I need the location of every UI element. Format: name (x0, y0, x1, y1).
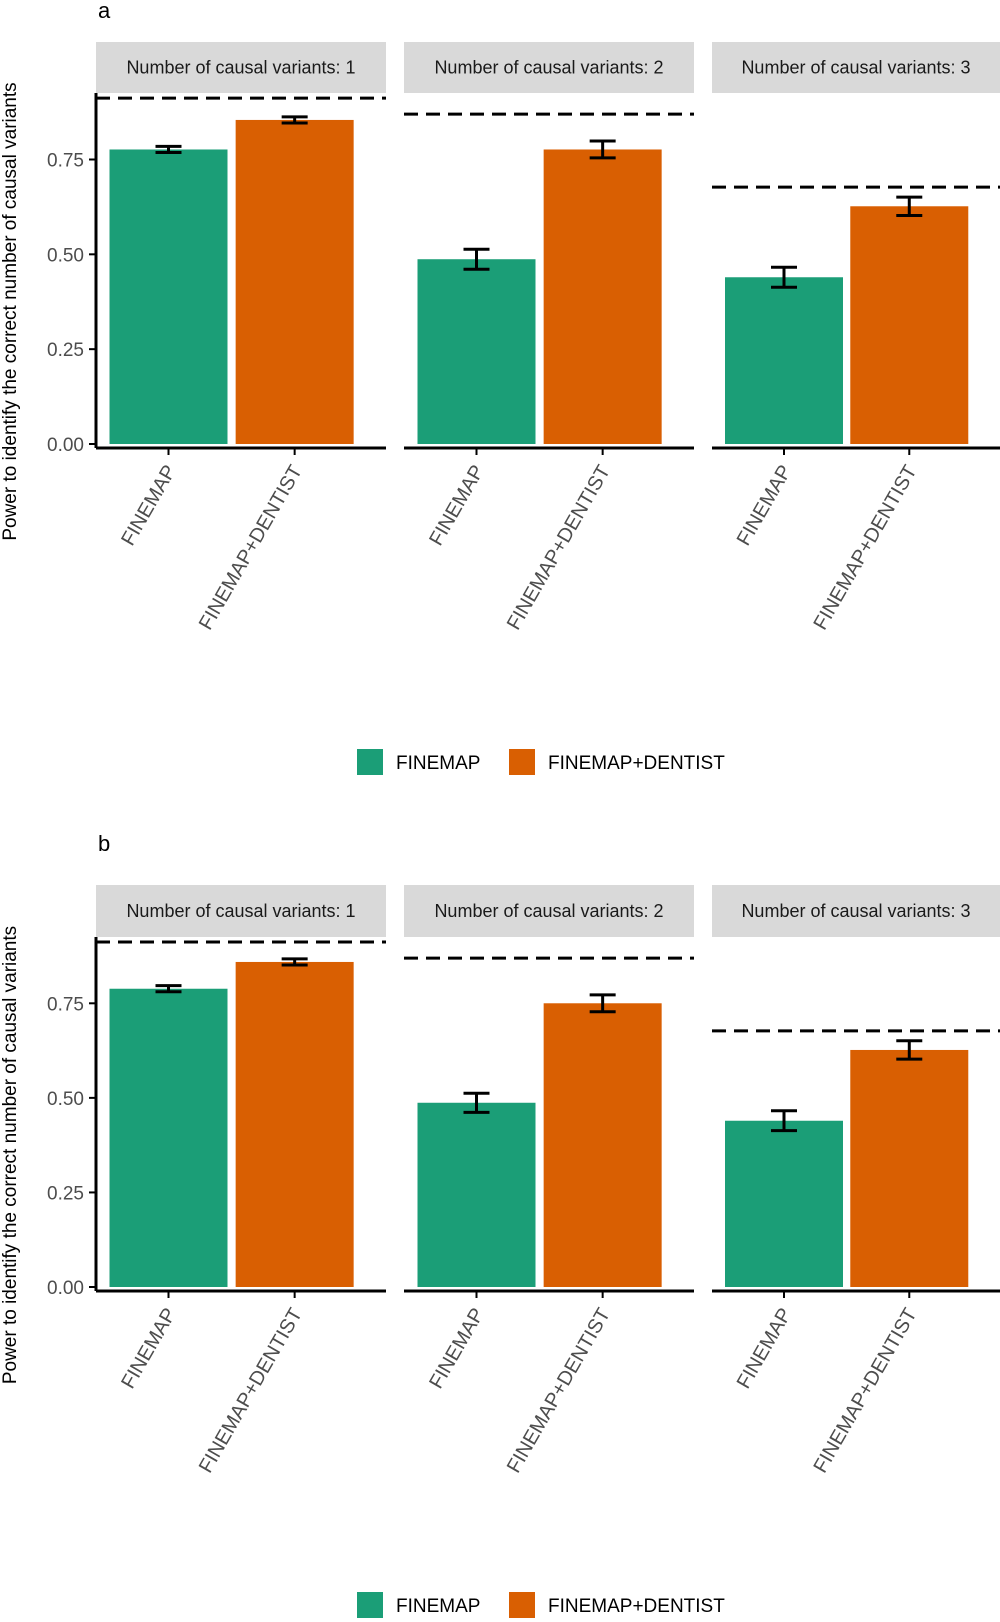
y-tick-label: 0.75 (47, 994, 84, 1015)
facet-strip (712, 42, 1000, 93)
facet-strip (712, 885, 1000, 937)
bar-finemap (417, 1102, 536, 1287)
x-tick-label: FINEMAP (733, 1305, 797, 1393)
bar-finemap-dentist (850, 206, 969, 444)
error-bar (896, 1039, 923, 1061)
facet-2: Number of causal variants: 2 FINEMAP FINEM… (404, 42, 694, 634)
chart-panel-b: b Power to identify the correct number of… (0, 831, 1000, 1618)
x-tick-label: FINEMAP (425, 1305, 489, 1393)
error-bar (463, 247, 490, 271)
facet-1: Number of causal variants: 1 FINEMAP FINEM… (96, 42, 386, 634)
legend-label-finemap-dentist: FINEMAP+DENTIST (548, 1596, 725, 1617)
y-tick-label: 0.75 (47, 150, 84, 171)
bar-finemap-dentist (543, 149, 662, 444)
x-tick-label: FINEMAP (117, 462, 181, 550)
y-tick-label: 0.00 (47, 1278, 84, 1299)
y-tick-label: 0.00 (47, 435, 84, 456)
bar-finemap (417, 259, 536, 444)
facet-1: Number of causal variants: 1 FINEMAP FINEM… (96, 885, 386, 1477)
y-tick-label: 0.25 (47, 340, 84, 361)
y-axis-title: Power to identify the correct number of … (0, 926, 21, 1384)
facet-strip (96, 42, 386, 93)
bar-finemap-dentist (235, 961, 354, 1287)
x-tick-label: FINEMAP (425, 462, 489, 550)
error-bar (589, 993, 616, 1014)
x-tick-label: FINEMAP+DENTIST (195, 462, 307, 634)
legend-label-finemap: FINEMAP (396, 753, 480, 774)
y-axis-title: Power to identify the correct number of … (0, 82, 21, 540)
x-tick-label: FINEMAP+DENTIST (195, 1305, 307, 1477)
facet-2: Number of causal variants: 2 FINEMAP FINEM… (404, 885, 694, 1477)
y-tick-label: 0.25 (47, 1183, 84, 1204)
error-bar (281, 957, 308, 967)
x-tick-label: FINEMAP+DENTIST (809, 462, 921, 634)
error-bar (155, 984, 182, 994)
panel-label: b (98, 831, 110, 856)
x-tick-label: FINEMAP+DENTIST (809, 1305, 921, 1477)
x-tick-label: FINEMAP (117, 1305, 181, 1393)
facet-strip-label: Number of causal variants: 2 (434, 901, 663, 921)
error-bar (589, 139, 616, 160)
x-tick-label: FINEMAP+DENTIST (503, 1305, 615, 1477)
error-bar (281, 115, 308, 125)
bar-finemap (109, 988, 228, 1287)
facet-strip-label: Number of causal variants: 1 (126, 58, 355, 78)
panel-label: a (98, 0, 111, 23)
facet-strip (404, 885, 694, 937)
error-bar (771, 265, 797, 289)
x-tick-label: FINEMAP (733, 462, 797, 550)
legend: FINEMAP FINEMAP+DENTIST (357, 1592, 725, 1618)
bar-finemap-dentist (235, 119, 354, 444)
x-tick-label: FINEMAP+DENTIST (503, 462, 615, 634)
error-bar (771, 1109, 797, 1133)
legend: FINEMAP FINEMAP+DENTIST (357, 749, 725, 775)
facet-strip-label: Number of causal variants: 1 (126, 901, 355, 921)
bar-finemap-dentist (850, 1049, 969, 1287)
error-bar (155, 144, 182, 155)
facet-3: Number of causal variants: 3 FINEMAP FINEM… (712, 885, 1000, 1477)
legend-swatch-finemap-dentist (509, 749, 535, 775)
legend-swatch-finemap-dentist (509, 1592, 535, 1618)
error-bar (896, 195, 923, 217)
bar-finemap (109, 149, 228, 444)
facet-strip-label: Number of causal variants: 3 (741, 901, 970, 921)
facet-strip-label: Number of causal variants: 3 (741, 58, 970, 78)
legend-label-finemap-dentist: FINEMAP+DENTIST (548, 753, 725, 774)
chart-panel-a: a Power to identify the correct number of… (0, 0, 1000, 775)
legend-swatch-finemap (357, 749, 383, 775)
bar-finemap (725, 277, 843, 444)
y-tick-label: 0.50 (47, 1089, 84, 1110)
y-tick-label: 0.50 (47, 245, 84, 266)
facet-strip-label: Number of causal variants: 2 (434, 58, 663, 78)
facet-3: Number of causal variants: 3 FINEMAP FINEM… (712, 42, 1000, 634)
legend-swatch-finemap (357, 1592, 383, 1618)
bar-finemap (725, 1120, 843, 1287)
facet-strip (96, 885, 386, 937)
error-bar (463, 1091, 490, 1114)
legend-label-finemap: FINEMAP (396, 1596, 480, 1617)
bar-finemap-dentist (543, 1003, 662, 1287)
facet-strip (404, 42, 694, 93)
